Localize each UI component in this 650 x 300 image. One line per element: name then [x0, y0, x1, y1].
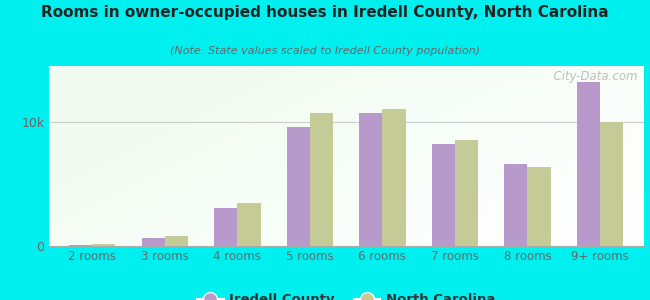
Bar [310, 113, 333, 246]
Bar [527, 167, 551, 246]
Bar [237, 202, 261, 246]
Bar [432, 144, 455, 246]
Bar [69, 244, 92, 246]
Bar [504, 164, 527, 246]
Legend: Iredell County, North Carolina: Iredell County, North Carolina [192, 288, 500, 300]
Bar [382, 110, 406, 246]
Bar [142, 238, 165, 246]
Text: City-Data.com: City-Data.com [546, 70, 638, 83]
Bar [577, 82, 600, 246]
Bar [359, 113, 382, 246]
Bar [92, 244, 116, 246]
Bar [600, 122, 623, 246]
Bar [214, 208, 237, 246]
Bar [455, 140, 478, 246]
Bar [287, 127, 310, 246]
Text: Rooms in owner-occupied houses in Iredell County, North Carolina: Rooms in owner-occupied houses in Iredel… [41, 4, 609, 20]
Bar [165, 236, 188, 246]
Text: (Note: State values scaled to Iredell County population): (Note: State values scaled to Iredell Co… [170, 46, 480, 56]
